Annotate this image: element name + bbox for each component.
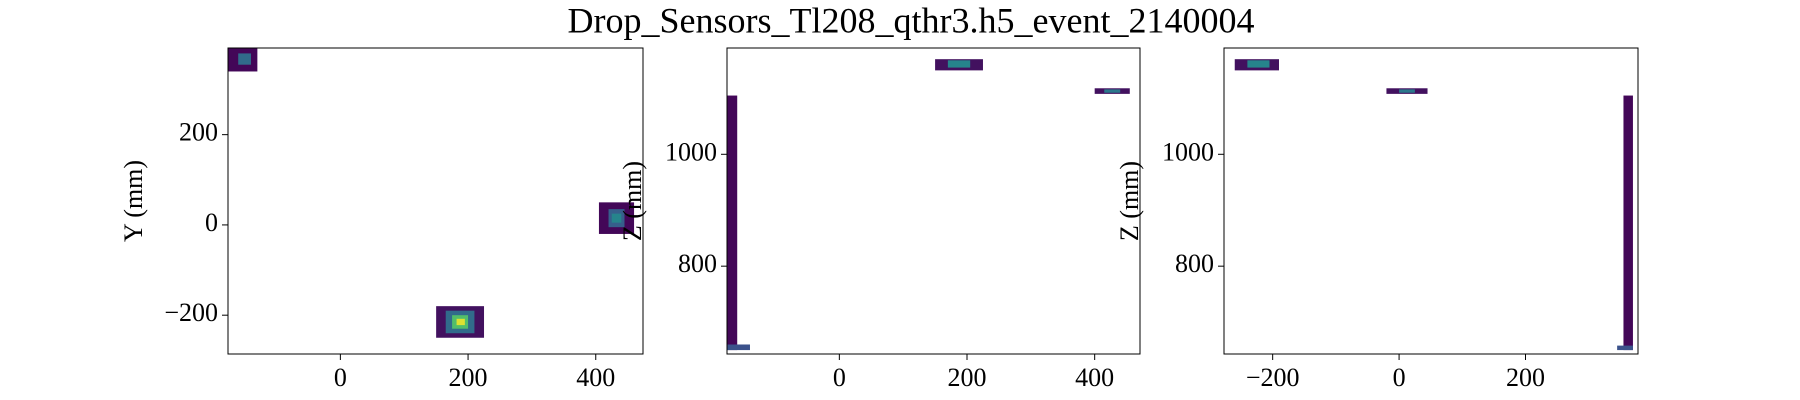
- axes-frame: [227, 47, 644, 355]
- y-axis-label: Z (mm): [1115, 161, 1144, 241]
- heatmap-cell: [1399, 89, 1415, 93]
- y-tick-label: 0: [205, 208, 218, 237]
- x-tick-label: 0: [334, 363, 347, 392]
- y-tick-label: −200: [164, 298, 218, 327]
- y-axis-label: Z (mm): [618, 161, 647, 241]
- heatmap-cell: [1247, 60, 1270, 68]
- x-tick-label: −200: [1246, 363, 1300, 392]
- heatmap-cell: [238, 53, 251, 65]
- x-tick-label: 400: [1075, 363, 1114, 392]
- heatmap-cell: [456, 318, 465, 326]
- heatmap-cell: [727, 95, 738, 351]
- y-tick-label: 800: [678, 249, 717, 278]
- axes-frame: [726, 47, 1141, 355]
- heatmap-cell: [1104, 89, 1121, 93]
- heatmap-cell: [1617, 345, 1633, 351]
- axes-frame: [1223, 47, 1639, 355]
- y-tick-label: 1000: [1162, 137, 1214, 166]
- x-tick-label: 200: [1506, 363, 1545, 392]
- y-tick-label: 200: [179, 118, 218, 147]
- heatmap-cell: [727, 344, 750, 351]
- heatmap-cell: [947, 60, 971, 68]
- figure-title: Drop_Sensors_Tl208_qthr3.h5_event_214000…: [568, 0, 1255, 40]
- y-tick-label: 1000: [665, 137, 717, 166]
- x-tick-label: 0: [1393, 363, 1406, 392]
- heatmap-cell: [1623, 95, 1633, 351]
- y-tick-label: 800: [1175, 249, 1214, 278]
- x-tick-label: 0: [833, 363, 846, 392]
- x-tick-label: 400: [576, 363, 615, 392]
- heatmap-cell: [611, 213, 622, 223]
- y-axis-label: Y (mm): [119, 160, 148, 242]
- x-tick-label: 200: [449, 363, 488, 392]
- x-tick-label: 200: [948, 363, 987, 392]
